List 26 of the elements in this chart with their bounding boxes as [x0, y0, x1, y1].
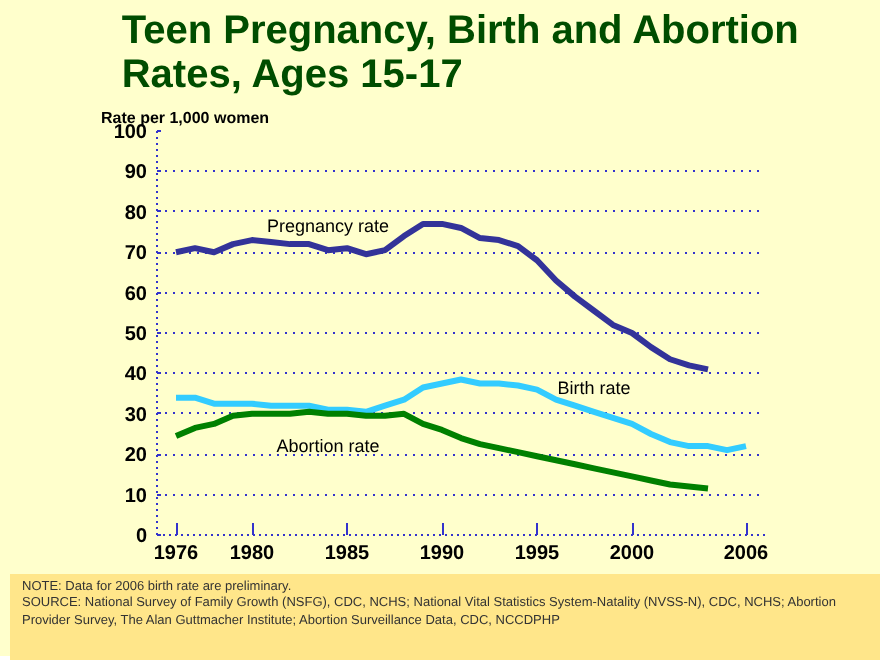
- x-tick-label: 1995: [514, 543, 561, 565]
- y-tick-label: 80: [124, 202, 148, 225]
- y-axis-title: Rate per 1,000 women: [101, 109, 270, 127]
- y-tick-label: 30: [124, 404, 148, 427]
- x-tick-label: 1990: [419, 543, 466, 565]
- line-series: [173, 376, 749, 454]
- series-label: Pregnancy rate: [266, 215, 390, 236]
- y-tick-label: 20: [124, 445, 148, 468]
- x-tick-label: 2000: [609, 543, 656, 565]
- y-tick-label: 60: [124, 283, 148, 306]
- line-series: [173, 408, 711, 492]
- y-tick-label: 10: [124, 485, 148, 508]
- y-tick-label: 100: [113, 122, 148, 144]
- y-tick-label: 50: [124, 324, 148, 346]
- x-tick-label: 2006: [723, 543, 770, 565]
- x-tick-label: 1985: [324, 543, 371, 565]
- x-tick-label: 1976: [153, 543, 200, 565]
- y-tick-label: 90: [124, 162, 148, 185]
- y-tick-label: 0: [135, 526, 148, 548]
- line-series: [173, 220, 711, 373]
- series-label: Birth rate: [557, 377, 631, 398]
- x-tick-label: 1980: [229, 543, 276, 565]
- y-tick-label: 70: [124, 243, 148, 266]
- series-label: Abortion rate: [276, 436, 380, 457]
- chart-title: Teen Pregnancy, Birth and Abortion Rates, Ages 15-17: [121, 9, 799, 97]
- y-tick-label: 40: [124, 364, 148, 387]
